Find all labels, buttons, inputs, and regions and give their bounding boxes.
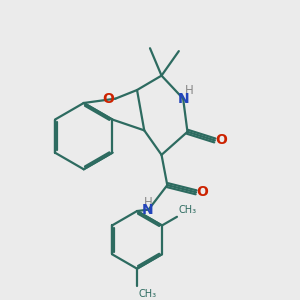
Text: N: N [178,92,190,106]
Text: CH₃: CH₃ [139,290,157,299]
Text: H: H [185,84,194,97]
Text: N: N [142,202,154,217]
Text: H: H [144,196,152,209]
Text: O: O [196,185,208,199]
Text: O: O [102,92,114,106]
Text: O: O [215,134,227,147]
Text: CH₃: CH₃ [178,205,196,214]
